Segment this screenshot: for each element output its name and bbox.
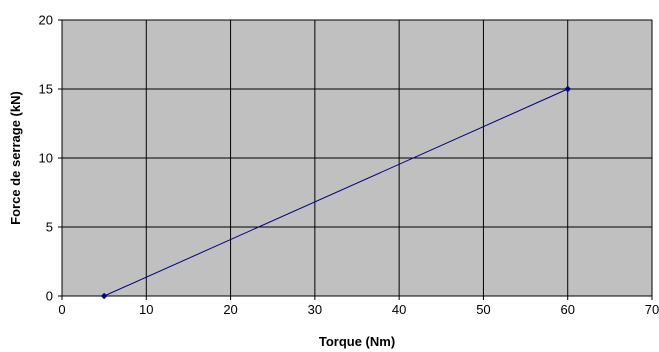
x-axis-title: Torque (Nm) bbox=[319, 334, 395, 349]
data-series bbox=[100, 85, 572, 300]
data-point bbox=[100, 292, 108, 300]
y-tick-label: 20 bbox=[39, 13, 53, 28]
y-tick-label: 5 bbox=[46, 220, 53, 235]
y-axis: 0 5 10 15 20 bbox=[39, 13, 63, 304]
x-tick-label: 30 bbox=[308, 302, 322, 317]
series-line bbox=[103, 88, 568, 297]
x-tick-label: 10 bbox=[139, 302, 153, 317]
y-tick-label: 0 bbox=[46, 289, 53, 304]
y-tick-label: 10 bbox=[39, 151, 53, 166]
x-tick-label: 20 bbox=[223, 302, 237, 317]
x-tick-label: 40 bbox=[392, 302, 406, 317]
y-axis-title: Force de serrage (kN) bbox=[8, 91, 23, 225]
data-point bbox=[564, 85, 572, 93]
x-tick-label: 70 bbox=[645, 302, 659, 317]
x-tick-label: 0 bbox=[58, 302, 65, 317]
grid-lines bbox=[62, 19, 653, 296]
y-tick-label: 15 bbox=[39, 82, 53, 97]
x-tick-label: 60 bbox=[560, 302, 574, 317]
x-axis: 0 10 20 30 40 50 60 70 bbox=[58, 295, 659, 317]
x-tick-label: 50 bbox=[476, 302, 490, 317]
